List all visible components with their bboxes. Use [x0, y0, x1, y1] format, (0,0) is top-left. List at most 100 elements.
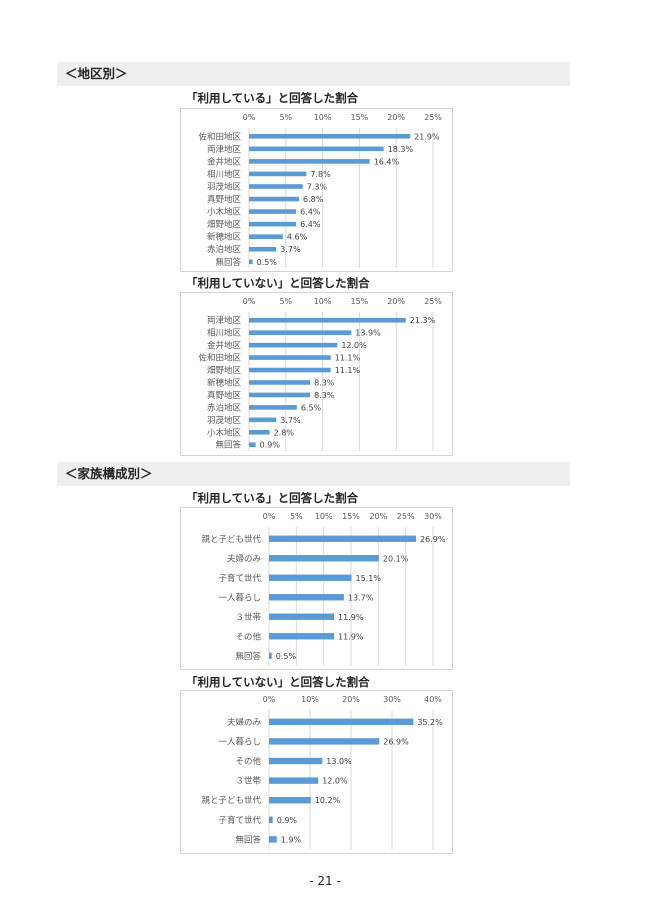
- category-label: 夫婦のみ: [227, 717, 262, 728]
- x-tick-label: 25%: [397, 512, 415, 521]
- data-label: 0.5%: [257, 258, 278, 267]
- x-tick-label: 10%: [314, 113, 332, 122]
- bar: [269, 836, 277, 843]
- data-label: 11.1%: [335, 366, 361, 375]
- category-label: 真野地区: [207, 194, 242, 205]
- bar: [249, 317, 406, 323]
- x-tick-label: 0%: [243, 297, 256, 306]
- category-label: 金井地区: [207, 156, 242, 167]
- category-label: 一人暮らし: [218, 592, 261, 603]
- data-label: 3.7%: [280, 416, 301, 425]
- bar: [249, 146, 384, 152]
- bar: [249, 259, 253, 265]
- bar: [269, 718, 414, 725]
- category-label: ３世帯: [235, 776, 261, 787]
- category-label: 無回答: [215, 440, 241, 451]
- bar: [269, 757, 323, 765]
- chart-district-not-using: 0% 5% 10% 15% 20% 25% 両津地区 21.3% 相川地区 13.9% 金井地区 12…: [180, 292, 453, 456]
- data-label: 13.0%: [326, 757, 352, 766]
- data-label: 13.7%: [348, 593, 374, 602]
- category-label: 夫婦のみ: [227, 553, 262, 564]
- bar: [249, 417, 277, 423]
- bar: [249, 171, 307, 177]
- data-label: 18.3%: [388, 145, 414, 154]
- bar: [249, 367, 331, 373]
- data-label: 2.8%: [274, 428, 295, 437]
- chart-title-household-not-using: 「利用していない」と回答した割合: [186, 675, 370, 689]
- chart-household-not-using: 0% 10% 20% 30% 40% 夫婦のみ 35.2% 一人暮らし 26.9% その他 13.0…: [180, 690, 453, 854]
- bar: [249, 442, 256, 448]
- data-label: 6.4%: [300, 208, 321, 217]
- category-label: 無回答: [235, 834, 261, 845]
- x-tick-label: 20%: [387, 113, 405, 122]
- bar: [269, 574, 352, 581]
- x-tick-label: 20%: [369, 512, 387, 521]
- category-label: 畑野地区: [207, 365, 242, 376]
- data-label: 11.9%: [338, 613, 364, 622]
- x-tick-label: 40%: [424, 695, 442, 704]
- x-tick-label: 30%: [383, 695, 401, 704]
- data-label: 3.7%: [280, 245, 301, 254]
- category-label: その他: [235, 756, 261, 767]
- category-label: 無回答: [215, 257, 241, 268]
- data-label: 8.3%: [314, 391, 335, 400]
- data-label: 21.9%: [414, 132, 440, 141]
- bar: [269, 777, 319, 784]
- bar: [249, 429, 270, 435]
- category-label: 小木地区: [207, 207, 242, 218]
- category-label: ３世帯: [235, 612, 261, 623]
- bar: [249, 355, 331, 360]
- bar: [269, 594, 344, 601]
- data-label: 4.6%: [287, 233, 308, 242]
- x-tick-label: 10%: [314, 297, 332, 306]
- data-label: 26.9%: [420, 535, 446, 544]
- x-tick-label: 15%: [351, 113, 369, 122]
- bar: [269, 797, 311, 804]
- category-label: 羽茂地区: [207, 415, 242, 426]
- category-label: 子育て世代: [218, 573, 261, 584]
- bar: [269, 816, 273, 823]
- data-label: 35.2%: [417, 718, 443, 727]
- page-number: - 21 -: [309, 874, 341, 888]
- x-tick-label: 15%: [342, 512, 360, 521]
- x-tick-label: 5%: [279, 297, 292, 306]
- x-tick-label: 5%: [290, 512, 303, 521]
- bar: [249, 405, 297, 410]
- data-label: 13.9%: [355, 329, 381, 338]
- chart-title-district-not-using: 「利用していない」と回答した割合: [186, 276, 370, 290]
- data-label: 8.3%: [314, 378, 335, 387]
- x-tick-label: 0%: [263, 695, 276, 704]
- data-label: 1.9%: [281, 835, 302, 844]
- category-label: 相川地区: [207, 328, 242, 339]
- data-label: 6.8%: [303, 195, 324, 204]
- category-label: 佐和田地区: [198, 131, 241, 142]
- data-label: 10.2%: [315, 796, 341, 805]
- data-label: 15.1%: [356, 574, 382, 583]
- data-label: 16.4%: [374, 157, 400, 166]
- bar: [269, 555, 379, 562]
- bar: [249, 380, 311, 385]
- bar: [249, 234, 283, 239]
- data-label: 20.1%: [383, 554, 409, 563]
- data-label: 12.0%: [322, 777, 348, 786]
- category-label: 赤泊地区: [207, 244, 242, 255]
- data-label: 21.3%: [410, 316, 436, 325]
- category-label: 佐和田地区: [198, 353, 241, 364]
- category-label: 新穂地区: [207, 377, 242, 388]
- data-label: 0.5%: [276, 652, 297, 661]
- bar: [269, 738, 380, 745]
- section-header-district: ＜地区別＞: [57, 62, 570, 86]
- bar: [249, 392, 311, 398]
- bar: [249, 196, 300, 202]
- category-label: 親と子ども世代: [201, 534, 261, 545]
- category-label: 無回答: [235, 651, 261, 662]
- category-label: 親と子ども世代: [201, 795, 261, 806]
- bar: [269, 633, 335, 640]
- x-tick-label: 20%: [387, 297, 405, 306]
- category-label: その他: [235, 631, 261, 642]
- data-label: 12.0%: [341, 341, 367, 350]
- x-tick-label: 25%: [424, 297, 442, 306]
- chart-household-using: 0% 5% 10% 15% 20% 25% 30% 親と子ども世代 26.9% 夫婦のみ 20.1%…: [180, 507, 453, 670]
- x-tick-label: 10%: [315, 512, 333, 521]
- bar: [249, 133, 411, 139]
